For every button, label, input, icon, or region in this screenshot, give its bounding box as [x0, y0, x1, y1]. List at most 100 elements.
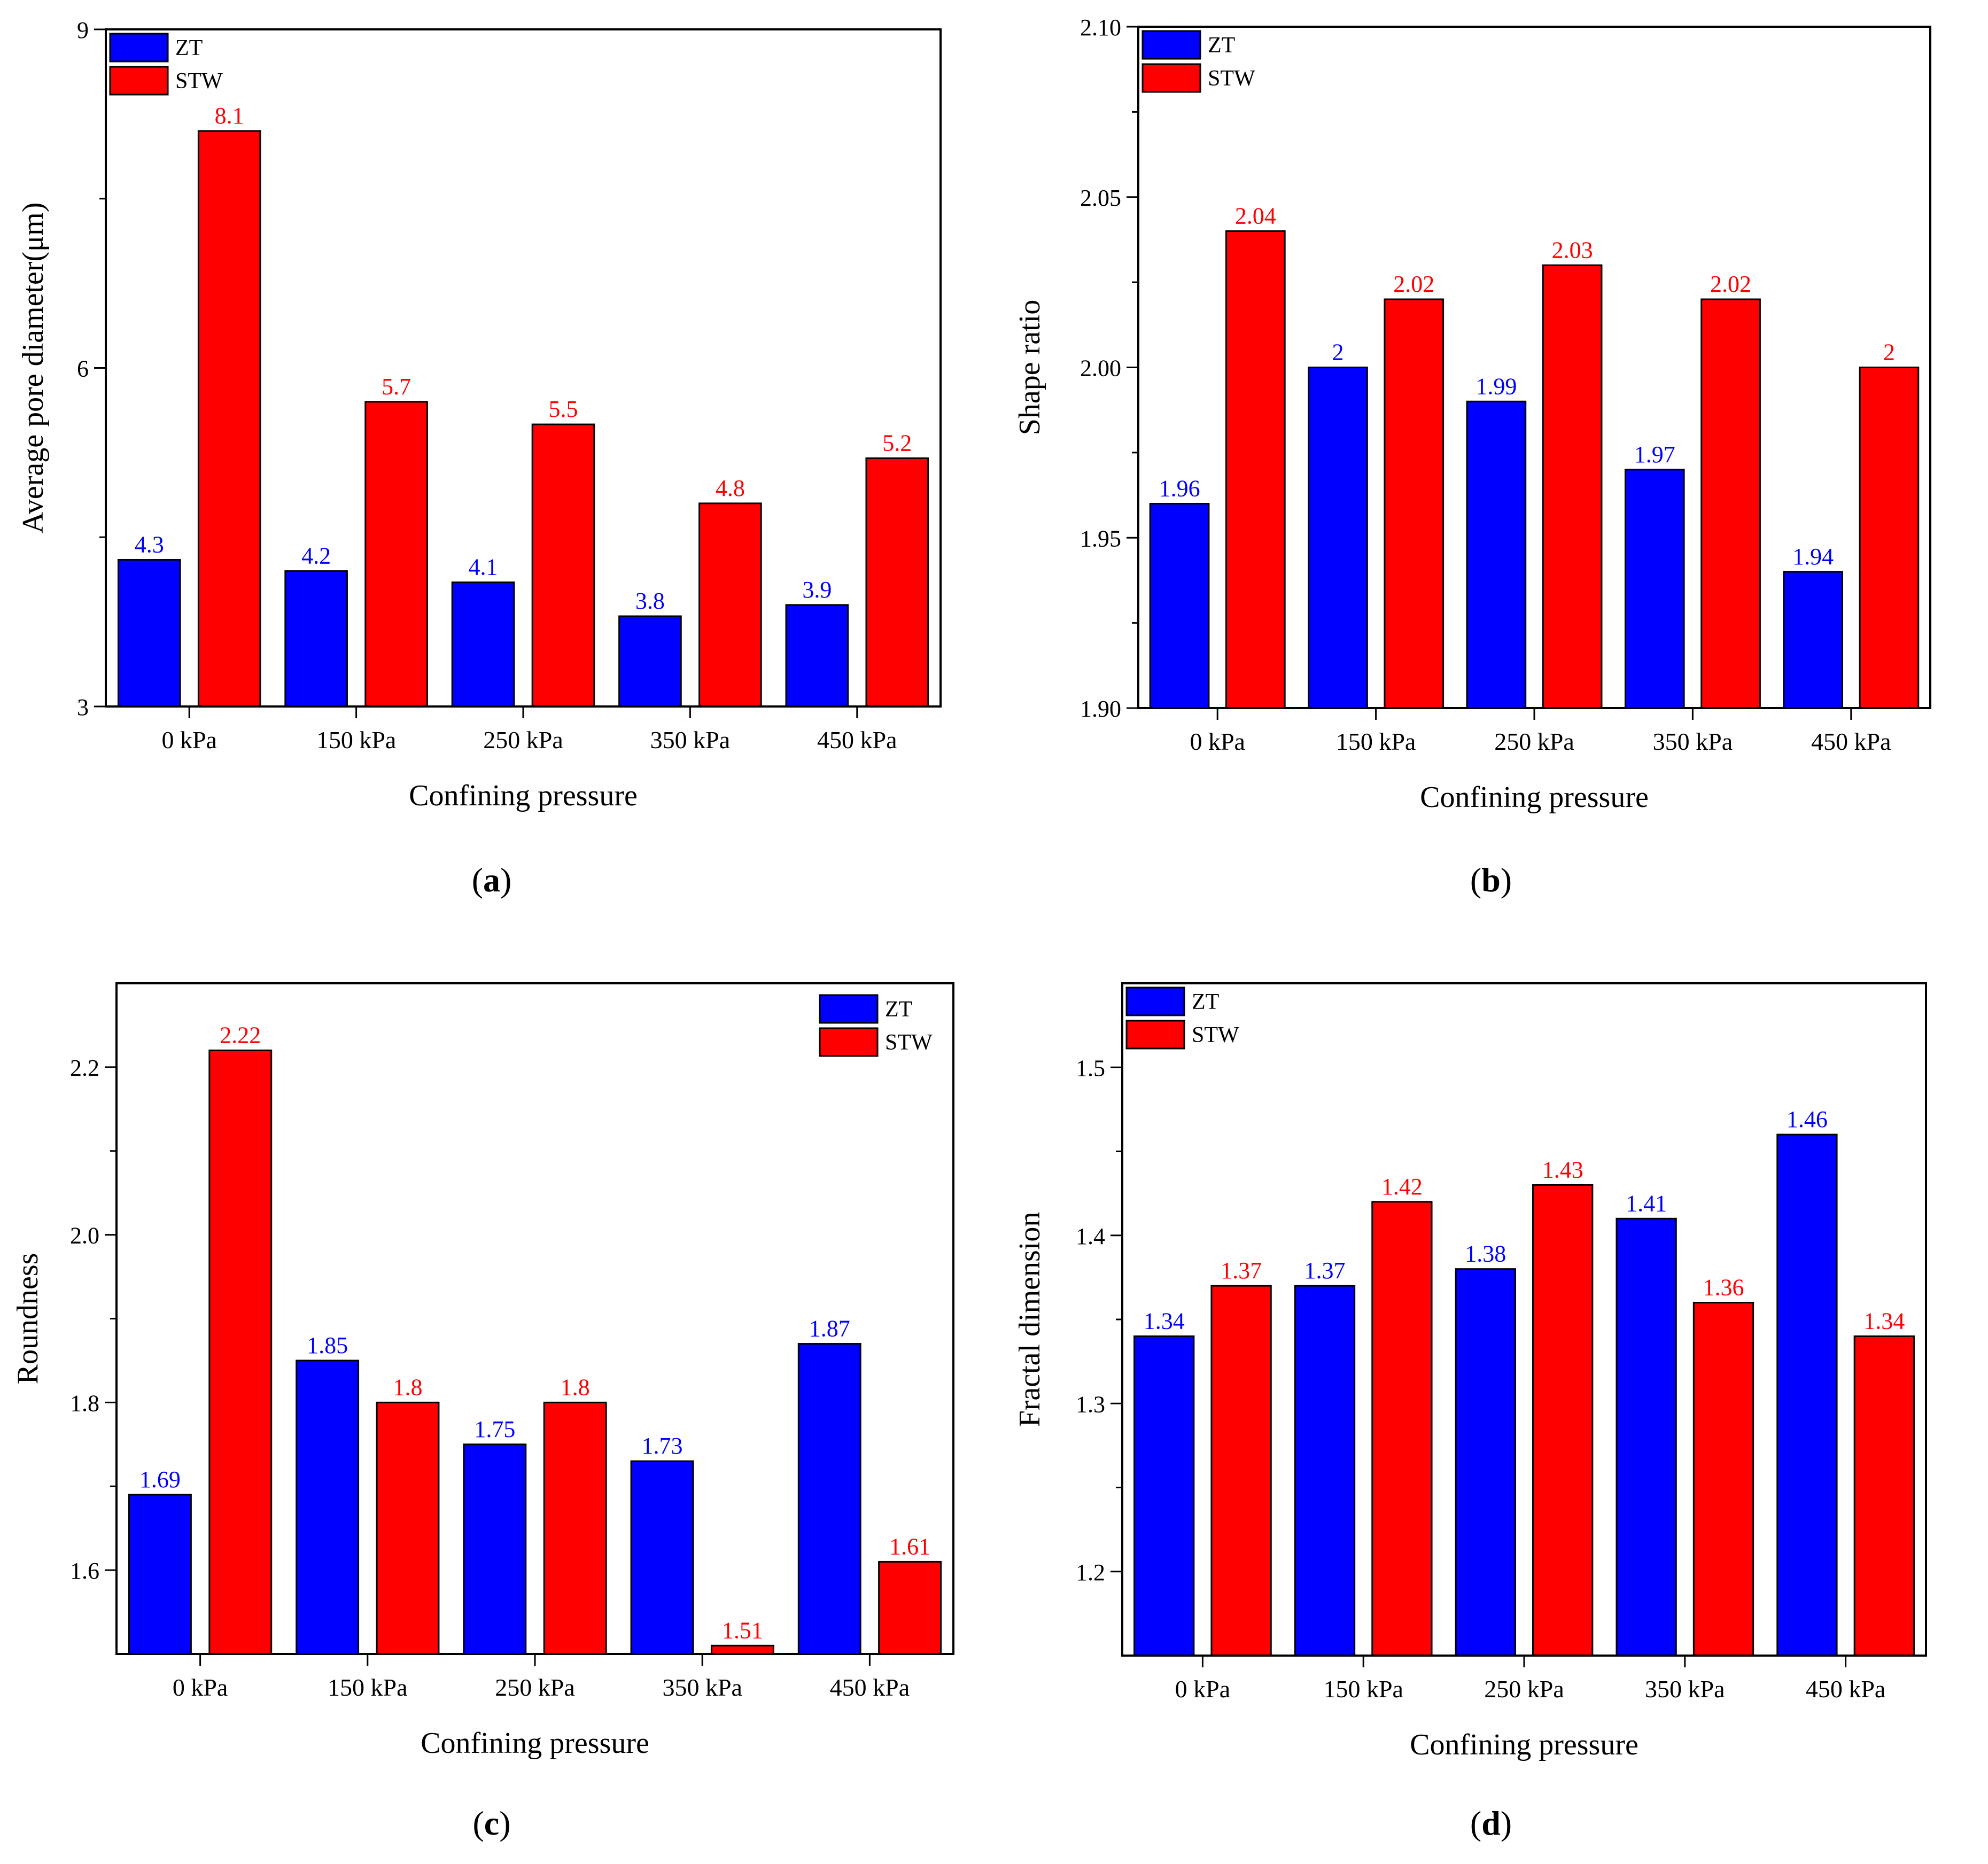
y-tick-label: 1.95 [1080, 525, 1121, 552]
bar-stw [1532, 1184, 1594, 1657]
x-tick-label: 0 kPa [1190, 728, 1245, 755]
legend-swatch-zt [819, 994, 879, 1024]
data-label-stw: 1.61 [889, 1533, 930, 1559]
x-tick-label: 350 kPa [1653, 728, 1733, 755]
data-label-zt: 1.75 [474, 1416, 515, 1442]
plot-frame [1137, 26, 1931, 709]
bar-stw [1853, 1335, 1915, 1657]
data-label-zt: 1.69 [139, 1466, 181, 1493]
bar-stw [865, 457, 929, 708]
data-label-zt: 1.96 [1159, 476, 1200, 502]
x-tick-label: 150 kPa [1336, 728, 1416, 755]
data-label-zt: 1.37 [1304, 1257, 1346, 1284]
bar-stw [1542, 264, 1603, 709]
x-tick-label: 150 kPa [316, 726, 397, 754]
x-tick-label: 350 kPa [662, 1674, 742, 1701]
y-tick-label: 6 [77, 356, 89, 382]
legend-swatch-stw [1141, 63, 1201, 93]
data-label-stw: 1.36 [1703, 1275, 1744, 1301]
legend-label-zt: ZT [1192, 990, 1219, 1014]
legend-swatch-stw [109, 66, 169, 96]
y-tick-label: 9 [77, 17, 89, 43]
y-tick-label: 1.3 [1076, 1391, 1105, 1417]
data-label-zt: 1.38 [1465, 1241, 1506, 1267]
y-tick-label: 1.4 [1076, 1223, 1105, 1249]
chart-panel-d: 1.2 1.3 1.4 1.5 1.34 1.37 0 kPa 1.37 1.42 150 kPa… [1013, 982, 1927, 1761]
y-axis-label: Average pore diameter(μm) [17, 203, 50, 534]
data-label-stw: 4.8 [716, 475, 745, 501]
bar-zt [618, 615, 682, 708]
data-label-zt: 1.97 [1634, 441, 1675, 468]
y-axis-label: Shape ratio [1013, 300, 1046, 435]
data-label-stw: 5.2 [882, 430, 912, 456]
data-label-zt: 4.2 [301, 543, 331, 569]
y-tick-label: 2.0 [70, 1223, 99, 1249]
x-tick-label: 350 kPa [650, 726, 731, 754]
bar-zt [1149, 503, 1210, 709]
bar-zt [1776, 1133, 1838, 1657]
bar-stw [543, 1401, 607, 1655]
data-label-zt: 4.1 [469, 554, 498, 580]
data-label-zt: 1.34 [1144, 1308, 1185, 1334]
bar-zt [463, 1443, 527, 1655]
legend-label-zt: ZT [175, 36, 203, 60]
chart-panel-a: 3 6 9 4.3 8.1 0 kPa 4.2 5.7 150 kPa 4.1 5.5 250 kPa… [17, 17, 942, 812]
bar-stw [1371, 1201, 1433, 1657]
x-axis-label: Confining pressure [1410, 1728, 1638, 1761]
bar-zt [1308, 367, 1368, 709]
data-label-stw: 1.37 [1221, 1257, 1262, 1284]
legend-label-stw: STW [1192, 1023, 1239, 1047]
data-label-stw: 2.22 [220, 1022, 261, 1048]
plot-frame [115, 982, 954, 1655]
plot-frame [105, 28, 942, 708]
bar-zt [1624, 469, 1685, 709]
y-tick-label: 1.5 [1076, 1055, 1105, 1081]
bar-stw [197, 130, 261, 708]
data-label-stw: 1.8 [561, 1374, 590, 1400]
bar-zt [1294, 1285, 1356, 1657]
plot-frame [1121, 982, 1927, 1657]
bar-zt [797, 1343, 861, 1655]
data-label-zt: 2 [1332, 339, 1344, 366]
bar-stw [1384, 298, 1445, 709]
caption-b: (b) [1470, 861, 1512, 899]
data-label-stw: 8.1 [215, 103, 244, 129]
bar-zt [117, 558, 181, 708]
x-tick-label: 450 kPa [1811, 728, 1891, 755]
x-tick-label: 150 kPa [1323, 1675, 1403, 1703]
y-tick-label: 1.6 [70, 1558, 99, 1584]
x-axis-label: Confining pressure [421, 1727, 649, 1760]
data-label-stw: 5.5 [548, 396, 578, 422]
bar-stw [531, 423, 595, 708]
data-label-stw: 1.42 [1381, 1174, 1423, 1200]
y-tick-label: 2.05 [1080, 185, 1121, 211]
x-tick-label: 0 kPa [1175, 1675, 1231, 1703]
caption-c: (c) [472, 1804, 511, 1842]
x-tick-label: 250 kPa [1494, 728, 1574, 755]
y-tick-label: 3 [77, 694, 89, 720]
bar-stw [1859, 367, 1920, 709]
bar-zt [1455, 1268, 1516, 1657]
legend-label-zt: ZT [885, 997, 912, 1022]
x-axis-label: Confining pressure [409, 779, 638, 812]
chart-panel-c: 1.6 1.8 2.0 2.2 1.69 2.22 0 kPa 1.85 1.8 150 kPa 1… [11, 982, 954, 1760]
legend-swatch-zt [1125, 987, 1185, 1016]
caption-a: (a) [471, 861, 512, 899]
data-label-stw: 1.34 [1863, 1308, 1905, 1334]
bar-zt [1783, 571, 1843, 709]
y-tick-label: 2.2 [70, 1055, 99, 1081]
y-axis-label: Fractal dimension [1013, 1212, 1046, 1427]
data-label-stw: 2.02 [1710, 271, 1751, 297]
data-label-stw: 1.43 [1542, 1156, 1583, 1183]
bar-zt [284, 570, 348, 708]
bar-zt [785, 604, 849, 708]
y-axis-label: Roundness [11, 1253, 44, 1385]
data-label-zt: 3.9 [802, 577, 832, 603]
x-tick-label: 250 kPa [495, 1674, 575, 1701]
data-label-zt: 1.85 [307, 1332, 348, 1358]
legend-label-stw: STW [175, 69, 223, 94]
caption-d: (d) [1470, 1804, 1512, 1842]
y-tick-label: 1.8 [70, 1390, 99, 1416]
legend-label-stw: STW [1208, 66, 1255, 91]
